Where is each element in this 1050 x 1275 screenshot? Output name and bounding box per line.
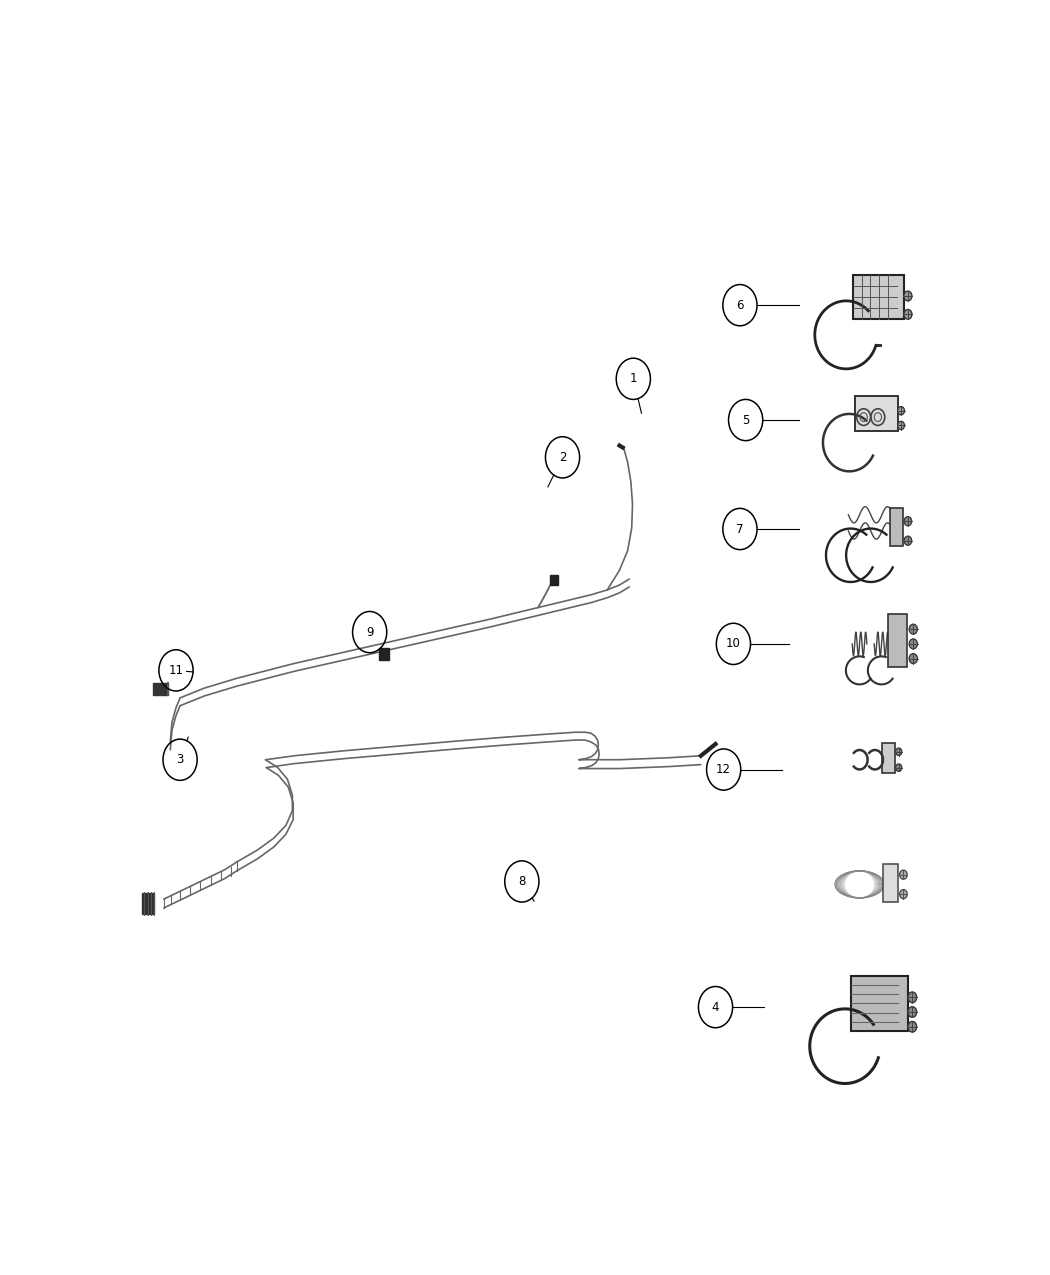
FancyBboxPatch shape xyxy=(888,615,907,667)
Text: 5: 5 xyxy=(742,413,750,427)
Text: 3: 3 xyxy=(176,754,184,766)
Text: 11: 11 xyxy=(168,664,184,677)
Text: 1: 1 xyxy=(630,372,637,385)
Text: 9: 9 xyxy=(366,626,374,639)
Polygon shape xyxy=(550,575,558,585)
Circle shape xyxy=(898,407,904,414)
Circle shape xyxy=(909,654,918,663)
Polygon shape xyxy=(142,894,154,914)
Circle shape xyxy=(896,748,902,756)
Circle shape xyxy=(908,1007,917,1017)
Text: 7: 7 xyxy=(736,523,743,536)
Circle shape xyxy=(900,890,907,899)
Polygon shape xyxy=(153,683,168,695)
FancyBboxPatch shape xyxy=(856,397,898,431)
Circle shape xyxy=(896,764,902,771)
Circle shape xyxy=(909,639,918,649)
Circle shape xyxy=(898,421,904,430)
Polygon shape xyxy=(379,648,390,659)
FancyBboxPatch shape xyxy=(850,975,908,1031)
FancyBboxPatch shape xyxy=(883,864,899,901)
Circle shape xyxy=(904,516,911,525)
Circle shape xyxy=(900,870,907,880)
FancyBboxPatch shape xyxy=(882,743,896,773)
Text: 10: 10 xyxy=(726,638,741,650)
Circle shape xyxy=(909,625,918,634)
Text: 6: 6 xyxy=(736,298,743,311)
FancyBboxPatch shape xyxy=(853,275,904,319)
Circle shape xyxy=(904,310,911,319)
FancyBboxPatch shape xyxy=(890,509,903,546)
Circle shape xyxy=(904,291,911,301)
Circle shape xyxy=(908,1021,917,1031)
Circle shape xyxy=(904,536,911,546)
Text: 8: 8 xyxy=(518,875,526,887)
Circle shape xyxy=(908,992,917,1002)
Text: 12: 12 xyxy=(716,762,731,776)
Text: 2: 2 xyxy=(559,451,566,464)
Text: 4: 4 xyxy=(712,1001,719,1014)
